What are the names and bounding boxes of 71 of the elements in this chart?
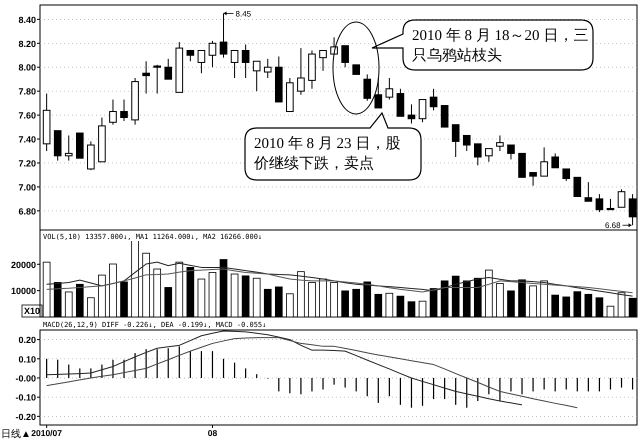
candlestick bbox=[418, 99, 426, 123]
x-tick-label: 2010/07 bbox=[31, 428, 62, 438]
candlestick bbox=[341, 45, 349, 68]
candlestick bbox=[142, 60, 150, 94]
candlestick bbox=[396, 88, 404, 117]
y-tick-label: 7.80 bbox=[18, 86, 36, 97]
x-tick-label: 08 bbox=[208, 428, 218, 438]
candlestick bbox=[562, 168, 570, 182]
candlestick bbox=[529, 172, 537, 186]
candlestick bbox=[485, 148, 493, 162]
y-tick-label: -0.20 bbox=[15, 412, 36, 422]
candlestick bbox=[363, 74, 372, 102]
candlestick bbox=[109, 99, 117, 126]
annotation: X10 bbox=[24, 306, 40, 316]
y-tick-label: 8.00 bbox=[18, 62, 36, 73]
candlestick bbox=[164, 58, 172, 80]
line-series bbox=[46, 337, 578, 408]
y-tick-label: 0.10 bbox=[18, 354, 36, 364]
candlestick bbox=[573, 176, 582, 197]
candlestick bbox=[540, 146, 548, 177]
candlestick bbox=[208, 40, 216, 68]
y-tick-label: 7.20 bbox=[18, 158, 36, 168]
candlestick bbox=[252, 60, 261, 92]
y-tick-label: 10000 bbox=[10, 286, 36, 296]
y-tick-label: 6.80 bbox=[18, 206, 36, 216]
annotation: 6.68 bbox=[605, 221, 622, 230]
candlestick bbox=[374, 78, 382, 108]
candlestick bbox=[551, 152, 560, 168]
candlestick bbox=[496, 134, 504, 152]
text: 日线▲ bbox=[1, 428, 31, 440]
y-tick-label: 7.60 bbox=[18, 110, 36, 121]
candlestick bbox=[230, 50, 238, 79]
y-tick-label: 8.40 bbox=[18, 14, 36, 25]
candlestick bbox=[87, 140, 95, 171]
candlestick bbox=[297, 48, 305, 96]
candlestick bbox=[606, 198, 614, 210]
candlestick bbox=[596, 194, 604, 213]
candlestick bbox=[198, 50, 206, 74]
line-series bbox=[46, 330, 523, 406]
candlestick bbox=[474, 143, 482, 166]
y-tick-label: 8.20 bbox=[18, 38, 36, 49]
candlestick bbox=[186, 50, 194, 62]
annotation: 2010 年 8 月 23 日，股价继续下跌，卖点 bbox=[253, 135, 400, 172]
y-tick-label: 20000 bbox=[10, 260, 36, 270]
candlestick bbox=[440, 105, 448, 128]
candlestick bbox=[618, 188, 626, 208]
y-tick-label: 7.00 bbox=[18, 182, 36, 192]
candlestick bbox=[120, 99, 128, 122]
line-series bbox=[46, 262, 634, 297]
candlestick bbox=[408, 104, 416, 124]
candlestick bbox=[452, 124, 460, 158]
candlestick bbox=[518, 152, 526, 178]
candlestick bbox=[352, 64, 360, 75]
candlestick bbox=[242, 44, 250, 79]
line-series bbox=[46, 268, 634, 294]
annotation: 2010 年 8 月 18～20 日，三只乌鸦站枝头 bbox=[412, 27, 588, 64]
candlestick bbox=[386, 78, 394, 100]
annotation: 8.45 bbox=[236, 9, 252, 18]
candlestick bbox=[319, 50, 327, 72]
candlestick bbox=[220, 12, 228, 58]
y-tick-label: -0.10 bbox=[15, 392, 36, 403]
candlestick bbox=[430, 88, 438, 111]
candlestick bbox=[153, 64, 162, 94]
candlestick bbox=[584, 182, 592, 202]
candlestick bbox=[507, 144, 515, 160]
y-tick-label: 0.20 bbox=[18, 335, 36, 346]
y-tick-label: 7.40 bbox=[18, 134, 36, 145]
candlestick bbox=[462, 134, 471, 152]
candlestick bbox=[64, 134, 73, 162]
candlestick bbox=[264, 58, 272, 79]
y-tick-label: -0.00 bbox=[15, 373, 36, 384]
